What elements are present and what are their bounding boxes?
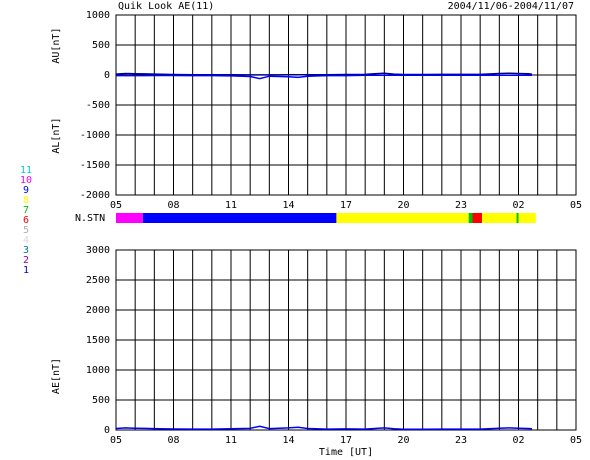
series-line — [116, 74, 532, 80]
station-legend-entry: 5 — [23, 225, 29, 236]
station-segment — [468, 213, 473, 223]
plot-frame — [115, 14, 577, 196]
y-tick-label: 2000 — [86, 305, 110, 316]
y-axis-label: AL[nT] — [51, 118, 62, 154]
station-segment — [516, 213, 519, 223]
x-tick-label: 08 — [167, 435, 179, 446]
station-legend-entry: 6 — [23, 215, 29, 226]
x-tick-label: 11 — [225, 435, 237, 446]
station-segment — [336, 213, 469, 223]
x-tick-label: 20 — [397, 435, 409, 446]
station-legend-entry: 9 — [23, 185, 29, 196]
series-line — [115, 425, 532, 430]
y-tick-label: -1000 — [80, 130, 110, 141]
y-tick-label: 1000 — [86, 365, 110, 376]
x-tick-label: 23 — [455, 200, 467, 211]
x-tick-label: 11 — [225, 200, 237, 211]
x-tick-label: 05 — [570, 200, 582, 211]
station-legend-entry: 7 — [23, 205, 29, 216]
y-tick-label: -1500 — [80, 160, 110, 171]
station-legend-entry: 8 — [23, 195, 29, 206]
station-segment — [142, 213, 337, 223]
series-line — [115, 72, 532, 76]
x-tick-label: 05 — [110, 435, 122, 446]
y-tick-label: 3000 — [86, 245, 110, 256]
x-tick-label: 08 — [167, 200, 179, 211]
station-segment — [472, 213, 483, 223]
x-tick-label: 17 — [340, 200, 352, 211]
plot-frame — [115, 249, 577, 431]
station-legend-entry: 11 — [20, 165, 32, 176]
y-axis-label: AE[nT] — [51, 358, 62, 394]
station-segment — [482, 213, 517, 223]
x-tick-label: 02 — [512, 200, 524, 211]
x-tick-label: 05 — [570, 435, 582, 446]
y-tick-label: 0 — [104, 425, 110, 436]
y-tick-label: 1500 — [86, 335, 110, 346]
station-legend-entry: 10 — [20, 175, 32, 186]
x-tick-label: 20 — [397, 200, 409, 211]
y-tick-label: 500 — [92, 395, 110, 406]
station-legend-entry: 1 — [23, 265, 29, 276]
y-tick-label: 500 — [92, 40, 110, 51]
station-segment — [518, 213, 536, 223]
date-range: 2004/11/06-2004/11/07 — [448, 1, 574, 12]
station-legend-entry: 2 — [23, 255, 29, 266]
y-tick-label: 1000 — [86, 10, 110, 21]
y-axis-label: AU[nT] — [51, 28, 62, 64]
x-tick-label: 05 — [110, 200, 122, 211]
station-label: N.STN — [75, 213, 105, 224]
station-legend-entry: 3 — [23, 245, 29, 256]
x-tick-label: 14 — [282, 435, 294, 446]
y-tick-label: -2000 — [80, 190, 110, 201]
x-tick-label: 02 — [512, 435, 524, 446]
y-tick-label: 0 — [104, 70, 110, 81]
station-legend-entry: 4 — [23, 235, 29, 246]
x-axis-label: Time [UT] — [319, 447, 373, 458]
y-tick-label: 2500 — [86, 275, 110, 286]
station-segment — [116, 213, 143, 223]
x-tick-label: 17 — [340, 435, 352, 446]
chart-title: Quik Look AE(11) — [118, 1, 214, 12]
y-tick-label: -500 — [86, 100, 110, 111]
x-tick-label: 23 — [455, 435, 467, 446]
x-tick-label: 14 — [282, 200, 294, 211]
